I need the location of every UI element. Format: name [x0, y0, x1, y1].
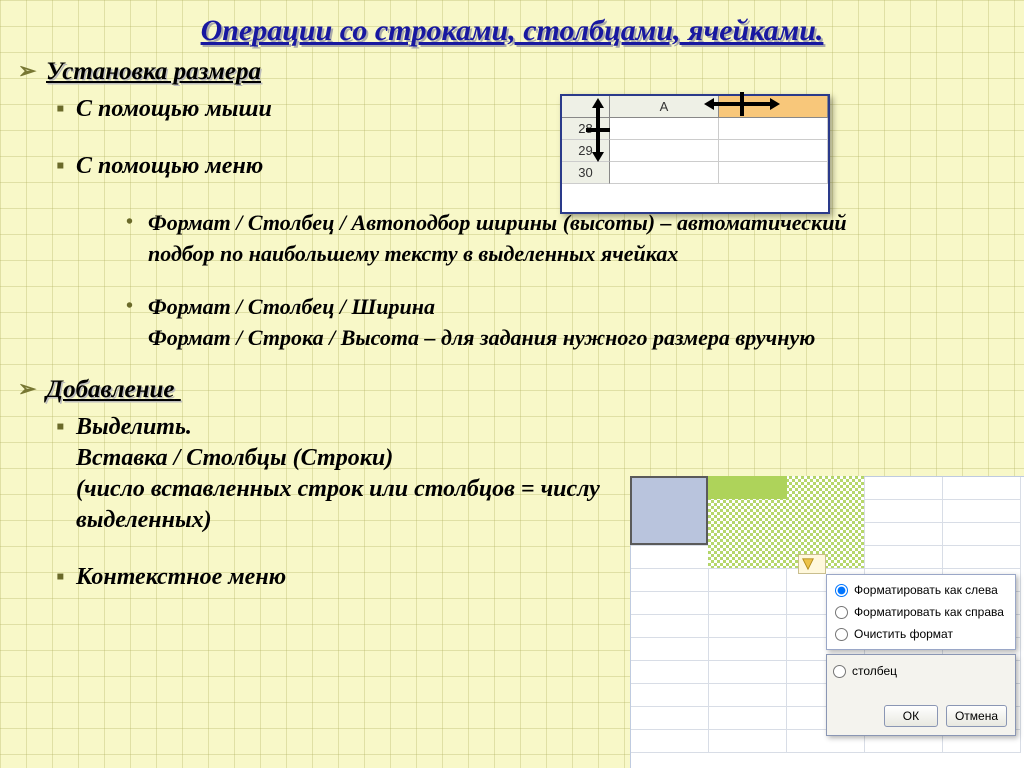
format-option-right[interactable]: Форматировать как справа: [829, 601, 1013, 623]
smart-tag-icon[interactable]: [798, 554, 826, 574]
insert-dialog: столбец ОК Отмена: [826, 654, 1016, 736]
ok-button[interactable]: ОК: [884, 705, 938, 727]
cell: [610, 118, 719, 140]
format-option-left[interactable]: Форматировать как слева: [829, 579, 1013, 601]
row-header: 30: [562, 162, 610, 184]
format-options-menu: Форматировать как слева Форматировать ка…: [826, 574, 1016, 650]
radio-icon[interactable]: [833, 665, 846, 678]
size-sub-manual: Формат / Столбец / Ширина Формат / Строк…: [148, 292, 848, 354]
slide: Операции со строками, столбцами, ячейкам…: [0, 0, 1024, 768]
heading-size: Установка размера: [18, 58, 1006, 86]
size-list: С помощью мыши С помощью меню: [18, 94, 1006, 182]
illustration-resize: A 28 29 30: [560, 94, 830, 214]
col-header-a: A: [610, 96, 719, 118]
format-option-clear[interactable]: Очистить формат: [829, 623, 1013, 645]
radio-icon[interactable]: [835, 628, 848, 641]
size-sublist: Формат / Столбец / Автоподбор ширины (вы…: [18, 208, 1006, 353]
option-label: Очистить формат: [854, 627, 953, 641]
section-size: Установка размера С помощью мыши С помощ…: [18, 58, 1006, 354]
illustration-insert: Форматировать как слева Форматировать ка…: [630, 476, 1024, 768]
cell: [719, 162, 828, 184]
size-sub-autofit: Формат / Столбец / Автоподбор ширины (вы…: [148, 208, 848, 270]
dialog-option-column[interactable]: столбец: [833, 661, 1009, 681]
cancel-button[interactable]: Отмена: [946, 705, 1007, 727]
insert-selection: [630, 476, 708, 545]
cell: [610, 162, 719, 184]
option-label: Форматировать как справа: [854, 605, 1004, 619]
option-label: столбец: [852, 664, 897, 678]
option-label: Форматировать как слева: [854, 583, 998, 597]
cell: [719, 140, 828, 162]
radio-icon[interactable]: [835, 606, 848, 619]
add-item-select: Выделить. Вставка / Столбцы (Строки) (чи…: [76, 412, 636, 537]
size-item-mouse: С помощью мыши: [76, 94, 1006, 125]
size-item-menu: С помощью меню: [76, 151, 1006, 182]
cell: [610, 140, 719, 162]
radio-icon[interactable]: [835, 584, 848, 597]
slide-title: Операции со строками, столбцами, ячейкам…: [18, 14, 1006, 48]
heading-add-text: Добавление: [46, 376, 175, 403]
heading-add: Добавление: [18, 376, 1006, 404]
insert-fill: [708, 476, 787, 499]
cell: [719, 118, 828, 140]
